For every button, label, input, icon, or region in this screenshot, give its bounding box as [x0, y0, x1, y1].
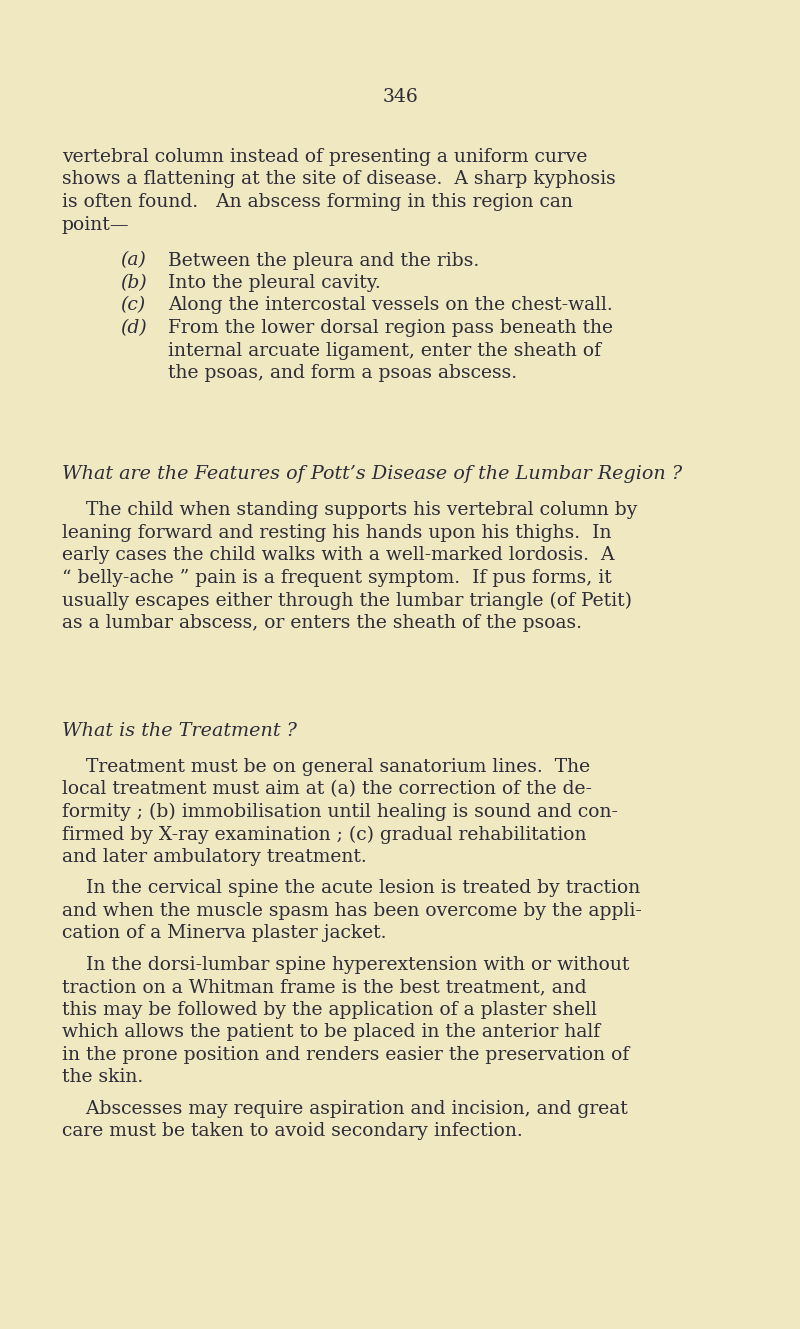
Text: local treatment must aim at (a) the correction of the de-: local treatment must aim at (a) the corr… [62, 780, 592, 799]
Text: early cases the child walks with a well-marked lordosis.  A: early cases the child walks with a well-… [62, 546, 614, 565]
Text: What are the Features of Pott’s Disease of the Lumbar Region ?: What are the Features of Pott’s Disease … [62, 465, 682, 484]
Text: traction on a Whitman frame is the best treatment, and: traction on a Whitman frame is the best … [62, 978, 586, 997]
Text: formity ; (b) immobilisation until healing is sound and con-: formity ; (b) immobilisation until heali… [62, 803, 618, 821]
Text: care must be taken to avoid secondary infection.: care must be taken to avoid secondary in… [62, 1122, 522, 1140]
Text: Between the pleura and the ribs.: Between the pleura and the ribs. [168, 251, 479, 270]
Text: which allows the patient to be placed in the anterior half: which allows the patient to be placed in… [62, 1023, 600, 1041]
Text: and when the muscle spasm has been overcome by the appli-: and when the muscle spasm has been overc… [62, 902, 642, 920]
Text: cation of a Minerva plaster jacket.: cation of a Minerva plaster jacket. [62, 924, 386, 942]
Text: Into the pleural cavity.: Into the pleural cavity. [168, 274, 381, 292]
Text: is often found.   An abscess forming in this region can: is often found. An abscess forming in th… [62, 193, 573, 211]
Text: vertebral column instead of presenting a uniform curve: vertebral column instead of presenting a… [62, 148, 587, 166]
Text: In the cervical spine the acute lesion is treated by traction: In the cervical spine the acute lesion i… [62, 880, 640, 897]
Text: 346: 346 [382, 88, 418, 106]
Text: in the prone position and renders easier the preservation of: in the prone position and renders easier… [62, 1046, 630, 1063]
Text: (c): (c) [120, 296, 146, 315]
Text: Abscesses may require aspiration and incision, and great: Abscesses may require aspiration and inc… [62, 1100, 628, 1118]
Text: and later ambulatory treatment.: and later ambulatory treatment. [62, 848, 366, 865]
Text: Treatment must be on general sanatorium lines.  The: Treatment must be on general sanatorium … [62, 758, 590, 776]
Text: “ belly-ache ” pain is a frequent symptom.  If pus forms, it: “ belly-ache ” pain is a frequent sympto… [62, 569, 612, 586]
Text: (d): (d) [120, 319, 146, 338]
Text: this may be followed by the application of a plaster shell: this may be followed by the application … [62, 1001, 597, 1019]
Text: What is the Treatment ?: What is the Treatment ? [62, 722, 297, 740]
Text: usually escapes either through the lumbar triangle (of Petit): usually escapes either through the lumba… [62, 591, 632, 610]
Text: (a): (a) [120, 251, 146, 270]
Text: firmed by X-ray examination ; (c) gradual rehabilitation: firmed by X-ray examination ; (c) gradua… [62, 825, 586, 844]
Text: point—: point— [62, 215, 130, 234]
Text: leaning forward and resting his hands upon his thighs.  In: leaning forward and resting his hands up… [62, 524, 611, 542]
Text: The child when standing supports his vertebral column by: The child when standing supports his ver… [62, 501, 638, 520]
Text: From the lower dorsal region pass beneath the: From the lower dorsal region pass beneat… [168, 319, 613, 338]
Text: the skin.: the skin. [62, 1069, 143, 1086]
Text: the psoas, and form a psoas abscess.: the psoas, and form a psoas abscess. [168, 364, 517, 381]
Text: (b): (b) [120, 274, 146, 292]
Text: internal arcuate ligament, enter the sheath of: internal arcuate ligament, enter the she… [168, 342, 601, 360]
Text: In the dorsi-lumbar spine hyperextension with or without: In the dorsi-lumbar spine hyperextension… [62, 956, 630, 974]
Text: shows a flattening at the site of disease.  A sharp kyphosis: shows a flattening at the site of diseas… [62, 170, 616, 189]
Text: Along the intercostal vessels on the chest-wall.: Along the intercostal vessels on the che… [168, 296, 613, 315]
Text: as a lumbar abscess, or enters the sheath of the psoas.: as a lumbar abscess, or enters the sheat… [62, 614, 582, 631]
